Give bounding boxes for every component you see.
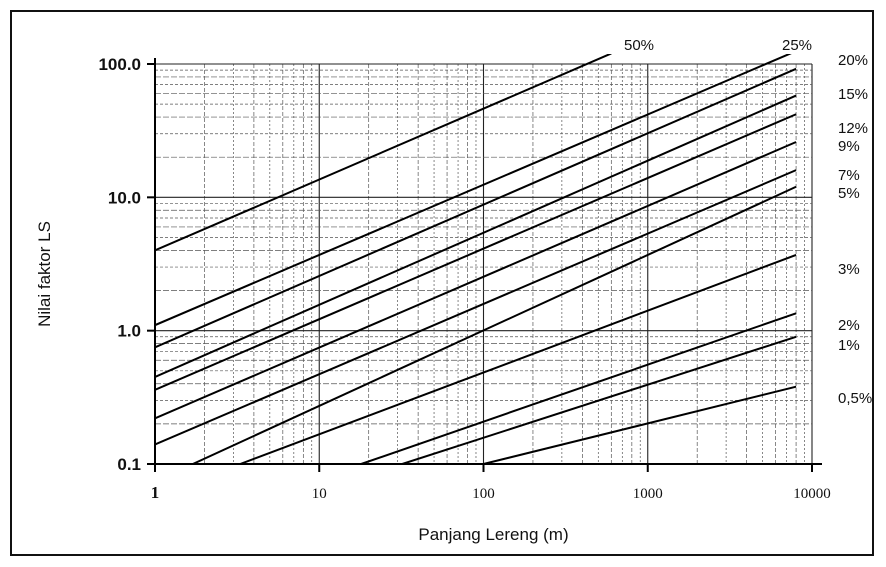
series-line	[360, 312, 797, 464]
series-label: 7%	[838, 167, 860, 184]
series-label: 12%	[838, 120, 868, 137]
chart-frame: 0.1 1.0 10.0 100.0 1 10 100 1000 10000 Panjang Le…	[10, 10, 874, 556]
ls-factor-chart: 0.1 1.0 10.0 100.0 1 10 100 1000 10000 Panjang Le…	[35, 37, 872, 544]
series-label: 50%	[624, 37, 654, 54]
series-line	[155, 141, 797, 420]
series-line	[155, 54, 792, 327]
x-tick-label: 1	[151, 483, 160, 502]
series-line	[155, 54, 612, 252]
series-line	[483, 385, 797, 464]
y-tick-label: 10.0	[108, 188, 141, 207]
series-label: 25%	[782, 37, 812, 54]
y-tick-label: 1.0	[117, 322, 141, 341]
series-line	[192, 185, 797, 464]
x-tick-label: 1000	[633, 486, 663, 502]
series-label: 20%	[838, 52, 868, 69]
y-tick-label: 0.1	[117, 455, 141, 474]
series-line	[155, 67, 797, 349]
series-label: 3%	[838, 261, 860, 278]
x-tick-label: 10000	[793, 486, 831, 502]
series-label: 15%	[838, 86, 868, 103]
x-axis-label: Panjang Lereng (m)	[418, 525, 568, 544]
y-axis-label: Nilai faktor LS	[35, 221, 54, 327]
series-line	[239, 253, 797, 464]
series-label: 9%	[838, 138, 860, 155]
y-tick-label: 100.0	[98, 55, 141, 74]
series-line	[155, 94, 797, 378]
x-tick-label: 100	[472, 486, 495, 502]
x-tick-label: 10	[312, 486, 327, 502]
series-line	[401, 335, 797, 464]
series-label: 2%	[838, 317, 860, 334]
series-line	[155, 169, 797, 446]
series-label: 5%	[838, 185, 860, 202]
series-label: 0,5%	[838, 390, 872, 407]
series-label: 1%	[838, 337, 860, 354]
series-line	[155, 113, 797, 391]
